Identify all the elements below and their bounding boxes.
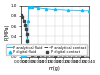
X-axis label: m(g): m(g) xyxy=(49,66,60,71)
Legend: P analytical fluid, P digital fluid, P analytical contact, P digital contact: P analytical fluid, P digital fluid, P a… xyxy=(6,44,87,55)
Y-axis label: P(MPa): P(MPa) xyxy=(4,23,9,40)
